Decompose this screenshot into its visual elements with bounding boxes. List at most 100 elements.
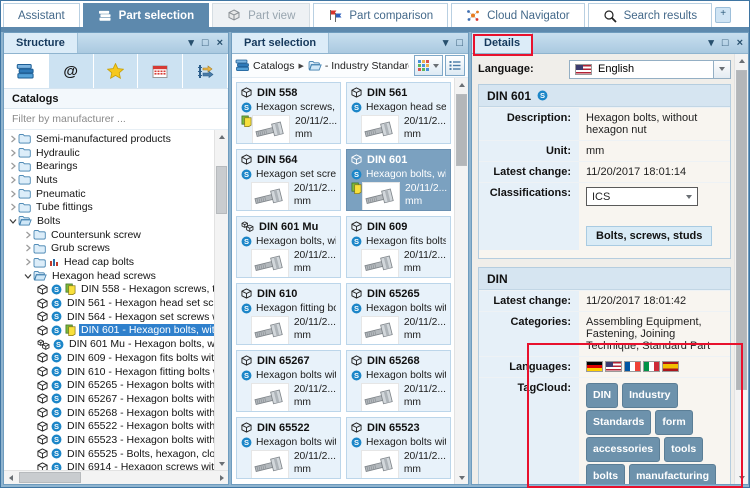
part-card-din-601-mu[interactable]: DIN 601 Mu S Hexagon bolts, wit... 20/11/… <box>236 216 341 278</box>
main-tab-search-results[interactable]: Search results <box>587 3 713 27</box>
scroll-down-arrow[interactable] <box>215 457 228 470</box>
tree-item-countersunk-screw[interactable]: Countersunk screw <box>4 228 214 242</box>
tree-item-din-601-mu[interactable]: S DIN 601 Mu - Hexagon bolts, with he <box>4 337 214 351</box>
part-card-din-601[interactable]: DIN 601 S Hexagon bolts, wit... 20/11/2..… <box>346 149 451 211</box>
scroll-down-arrow[interactable] <box>735 471 748 484</box>
grid-view-button[interactable] <box>414 55 443 76</box>
collapse-icon[interactable] <box>7 217 18 225</box>
tree-item-tube-fittings[interactable]: Tube fittings <box>4 200 214 214</box>
expand-icon[interactable] <box>7 190 18 198</box>
main-tab-part-selection[interactable]: Part selection <box>82 3 210 27</box>
tree-item-head-cap-bolts[interactable]: Head cap bolts <box>4 255 214 269</box>
scroll-right-arrow[interactable] <box>215 471 228 484</box>
part-card-din-65522[interactable]: DIN 65522 S Hexagon bolts with... 20/11/2… <box>236 417 341 479</box>
tag-industry[interactable]: Industry <box>622 383 678 408</box>
tree-item-din-609[interactable]: S DIN 609 - Hexagon fits bolts with lon <box>4 351 214 365</box>
window-menu-button[interactable]: ▾ <box>188 36 194 49</box>
tree-item-bolts[interactable]: Bolts <box>4 214 214 228</box>
expand-icon[interactable] <box>7 162 18 170</box>
expand-icon[interactable] <box>7 176 18 184</box>
manufacturer-filter-input[interactable] <box>10 111 222 127</box>
details-title-tab[interactable]: Details <box>472 33 534 53</box>
tree-vertical-scrollbar[interactable] <box>214 130 228 470</box>
breadcrumb-catalogs[interactable]: Catalogs <box>235 59 294 72</box>
tree-horizontal-scrollbar[interactable] <box>4 470 228 484</box>
tree-hscroll-thumb[interactable] <box>19 472 81 483</box>
main-tab-assistant[interactable]: Assistant <box>3 3 80 27</box>
expand-icon[interactable] <box>22 258 33 266</box>
structure-title-tab[interactable]: Structure <box>4 33 78 53</box>
scroll-down-arrow[interactable] <box>455 471 468 484</box>
tree-item-din-558[interactable]: S DIN 558 - Hexagon screws, threa <box>4 283 214 297</box>
tree-item-din-65525[interactable]: S DIN 65525 - Bolts, hexagon, close tol <box>4 447 214 461</box>
tree-item-hydraulic[interactable]: Hydraulic <box>4 146 214 160</box>
classification-value-button[interactable]: Bolts, screws, studs <box>586 226 713 246</box>
tag-form[interactable]: form <box>655 410 693 435</box>
scroll-left-arrow[interactable] <box>4 471 17 484</box>
expand-icon[interactable] <box>7 203 18 211</box>
window-menu-button[interactable]: ▾ <box>708 36 714 49</box>
part-card-din-564[interactable]: DIN 564 S Hexagon set screws... 20/11/2..… <box>236 149 341 211</box>
scroll-up-arrow[interactable] <box>215 130 228 143</box>
part-card-din-65267[interactable]: DIN 65267 S Hexagon bolts with... 20/11/2… <box>236 350 341 412</box>
expand-icon[interactable] <box>7 135 18 143</box>
maximize-button[interactable]: □ <box>721 36 729 49</box>
scroll-up-arrow[interactable] <box>735 54 748 67</box>
tree-item-din-561[interactable]: S DIN 561 - Hexagon head set screws w <box>4 296 214 310</box>
close-button[interactable]: × <box>736 36 743 49</box>
tree-item-din-65265[interactable]: S DIN 65265 - Hexagon bolts with MJ t <box>4 378 214 392</box>
maximize-button[interactable]: □ <box>201 36 209 49</box>
details-vertical-scrollbar[interactable] <box>734 54 748 484</box>
tree-item-hexagon-head-screws[interactable]: Hexagon head screws <box>4 269 214 283</box>
cards-vertical-scrollbar[interactable] <box>454 78 468 484</box>
part-card-din-65265[interactable]: DIN 65265 S Hexagon bolts with... 20/11/2… <box>346 283 451 345</box>
tag-tools[interactable]: tools <box>664 437 704 462</box>
part-selection-title-tab[interactable]: Part selection <box>232 33 330 53</box>
language-dropdown[interactable]: English <box>569 59 731 79</box>
list-view-button[interactable] <box>445 55 465 76</box>
breadcrumb--industry-standards-[interactable]: - Industry Standards - <box>308 60 409 72</box>
tree-scroll-thumb[interactable] <box>216 166 227 214</box>
part-card-din-65268[interactable]: DIN 65268 S Hexagon bolts with... 20/11/2… <box>346 350 451 412</box>
tag-bolts[interactable]: bolts <box>586 464 626 484</box>
tag-accessories[interactable]: accessories <box>586 437 661 462</box>
cards-scroll-thumb[interactable] <box>456 94 467 166</box>
tree-item-din-65523[interactable]: S DIN 65523 - Hexagon bolts with MJ t <box>4 433 214 447</box>
tree-item-pneumatic[interactable]: Pneumatic <box>4 187 214 201</box>
classification-select[interactable]: ICS <box>586 187 698 206</box>
main-tab-part-comparison[interactable]: Part comparison <box>313 3 449 27</box>
expand-icon[interactable] <box>22 231 33 239</box>
tree-item-semi-manufactured-products[interactable]: Semi-manufactured products <box>4 132 214 146</box>
tag-din[interactable]: DIN <box>586 383 619 408</box>
window-menu-button[interactable]: ▾ <box>442 36 449 49</box>
part-card-din-561[interactable]: DIN 561 S Hexagon head set s... 20/11/2..… <box>346 82 451 144</box>
tag-manufacturing[interactable]: manufacturing <box>629 464 717 484</box>
tree-item-nuts[interactable]: Nuts <box>4 173 214 187</box>
tag-standards[interactable]: Standards <box>586 410 652 435</box>
structure-tab-at[interactable]: @ <box>48 54 94 88</box>
part-card-din-65523[interactable]: DIN 65523 S Hexagon bolts with... 20/11/2… <box>346 417 451 479</box>
structure-tab-calendar[interactable] <box>138 54 184 88</box>
main-tab-cloud-navigator[interactable]: Cloud Navigator <box>451 3 585 27</box>
part-card-din-610[interactable]: DIN 610 S Hexagon fitting bol... 20/11/2.… <box>236 283 341 345</box>
part-card-din-609[interactable]: DIN 609 S Hexagon fits bolts ... 20/11/2.… <box>346 216 451 278</box>
tree-item-din-564[interactable]: S DIN 564 - Hexagon set screws with h <box>4 310 214 324</box>
tree-item-din-65522[interactable]: S DIN 65522 - Hexagon bolts with MJ t <box>4 419 214 433</box>
expand-icon[interactable] <box>22 244 33 252</box>
tree-item-din-6914[interactable]: S DIN 6914 - Hexagon screws with larg <box>4 461 214 470</box>
add-tab-button[interactable]: + <box>715 7 732 23</box>
part-card-din-558[interactable]: DIN 558 S Hexagon screws, th... 20/11/2..… <box>236 82 341 144</box>
tree-item-din-65268[interactable]: S DIN 65268 - Hexagon bolts with MJ t <box>4 406 214 420</box>
details-scroll-thumb[interactable] <box>736 70 747 390</box>
expand-icon[interactable] <box>7 149 18 157</box>
maximize-button[interactable]: □ <box>456 36 463 49</box>
scroll-up-arrow[interactable] <box>455 78 468 91</box>
collapse-icon[interactable] <box>22 272 33 280</box>
tree-item-din-65267[interactable]: S DIN 65267 - Hexagon bolts with MJ t <box>4 392 214 406</box>
structure-tab-books[interactable] <box>4 54 49 88</box>
tree-item-din-601[interactable]: S DIN 601 - Hexagon bolts, without <box>4 324 214 338</box>
main-tab-part-view[interactable]: Part view <box>212 3 311 27</box>
structure-tab-star[interactable] <box>93 54 139 88</box>
close-button[interactable]: × <box>216 36 223 49</box>
structure-tab-export[interactable] <box>183 54 228 88</box>
